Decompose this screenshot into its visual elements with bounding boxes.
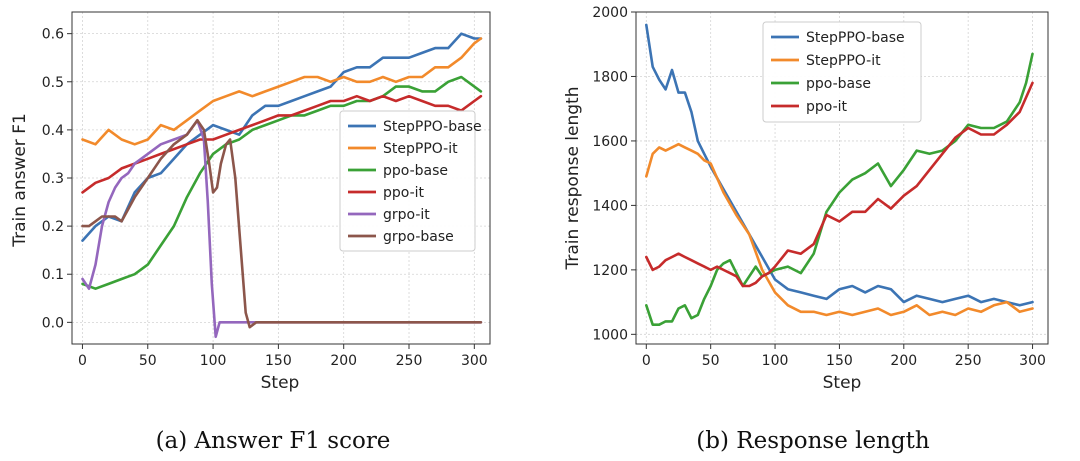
panel-b-series-ppo-it [644,81,1034,288]
panel-b-ticks: 0 50 100 150 200 250 300 1000 1200 1400 1600 1800 20… [592,5,1046,369]
panel-b-legend-label-ppo-base: ppo-base [806,76,871,92]
panel-a-x-tick-label: 0 [78,353,87,369]
caption-a: (a) Answer F1 score [156,428,391,454]
panel-b-x-tick-label: 100 [762,353,789,369]
panel-b-y-tick-label: 1600 [592,134,628,150]
panel-a-y-tick-label: 0.4 [42,123,64,139]
panel-b-y-tick-label: 2000 [592,5,628,21]
panel-a-x-tick-label: 150 [265,353,292,369]
panel-a-series-grpo-base [81,119,483,329]
caption-b: (b) Response length [696,428,930,454]
panel-b-x-tick-label: 300 [1019,353,1046,369]
panel-a-x-tick-label: 50 [139,353,157,369]
panel-a-series-stepppo-base [81,32,483,242]
panel-b-y-tick-label: 1000 [592,327,628,343]
panel-a-x-tick-label: 200 [330,353,357,369]
panel-a-y-tick-label: 0.1 [42,267,64,283]
panel-a-legend-label-grpo-base: grpo-base [383,229,454,245]
panel-b-grid [636,11,1048,344]
panel-b-series-stepppo-it [644,142,1034,317]
panel-a-legend-label-grpo-it: grpo-it [383,207,430,223]
panel-a-y-tick-label: 0.5 [42,75,64,91]
panel-b-legend-label-stepppo-base: StepPPO-base [806,30,905,46]
panel-b-y-tick-label: 1400 [592,198,628,214]
panel-b-y-tick-label: 1800 [592,69,628,85]
panel-a-x-tick-label: 250 [396,353,423,369]
panel-response-length: 0 50 100 150 200 250 300 1000 1200 1400 1600 1800 20… [563,5,1049,454]
panel-a-legend-label-stepppo-base: StepPPO-base [383,119,482,135]
panel-b-x-tick-label: 250 [955,353,982,369]
panel-b-legend-box [762,21,922,123]
panel-a-series-stepppo-it [81,37,483,146]
panel-b-legend-label-stepppo-it: StepPPO-it [806,53,881,69]
panel-b-x-tick-label: 50 [702,353,720,369]
panel-a-legend-box [339,110,476,252]
panel-a-series [81,32,483,339]
panel-b-y-tick-label: 1200 [592,263,628,279]
panel-b-x-axis-label: Step [823,373,862,393]
panel-a-y-tick-label: 0.0 [42,315,64,331]
panel-a-y-tick-label: 0.6 [42,27,64,43]
panel-a-series-ppo-base [81,75,483,291]
panel-a-legend-label-stepppo-it: StepPPO-it [383,141,458,157]
panel-b-x-tick-label: 0 [642,353,651,369]
panel-a-legend-label-ppo-base: ppo-base [383,163,448,179]
panel-b-plot-frame [635,11,1049,345]
panel-a-ticks: 0 50 100 150 200 250 300 0.0 0.1 0.2 0.3 0.4 0.5 0.6 [42,27,488,369]
panel-b-x-tick-label: 200 [890,353,917,369]
panel-b-series-stepppo-base [644,23,1034,307]
panel-b-x-tick-label: 150 [826,353,853,369]
panel-a-y-tick-label: 0.3 [42,171,64,187]
panel-a-y-axis-label: Train answer F1 [10,113,30,248]
panel-a-series-ppo-it [81,94,483,194]
panel-a-legend: StepPPO-base StepPPO-it ppo-base ppo-it grpo… [339,110,482,252]
panel-b-y-axis-label: Train response length [563,87,583,271]
panel-a-x-tick-label: 100 [200,353,227,369]
panel-a-x-tick-label: 300 [461,353,488,369]
panel-a-x-axis-label: Step [261,373,300,393]
panel-a-legend-label-ppo-it: ppo-it [383,185,425,201]
panel-b-legend-label-ppo-it: ppo-it [806,99,848,115]
panel-b-legend: StepPPO-base StepPPO-it ppo-base ppo-it [762,21,922,123]
panel-b-series [644,23,1034,327]
panel-a-y-tick-label: 0.2 [42,219,64,235]
panel-answer-f1: 0 50 100 150 200 250 3000.00.10.20.30.40.50.6 … [10,11,491,454]
